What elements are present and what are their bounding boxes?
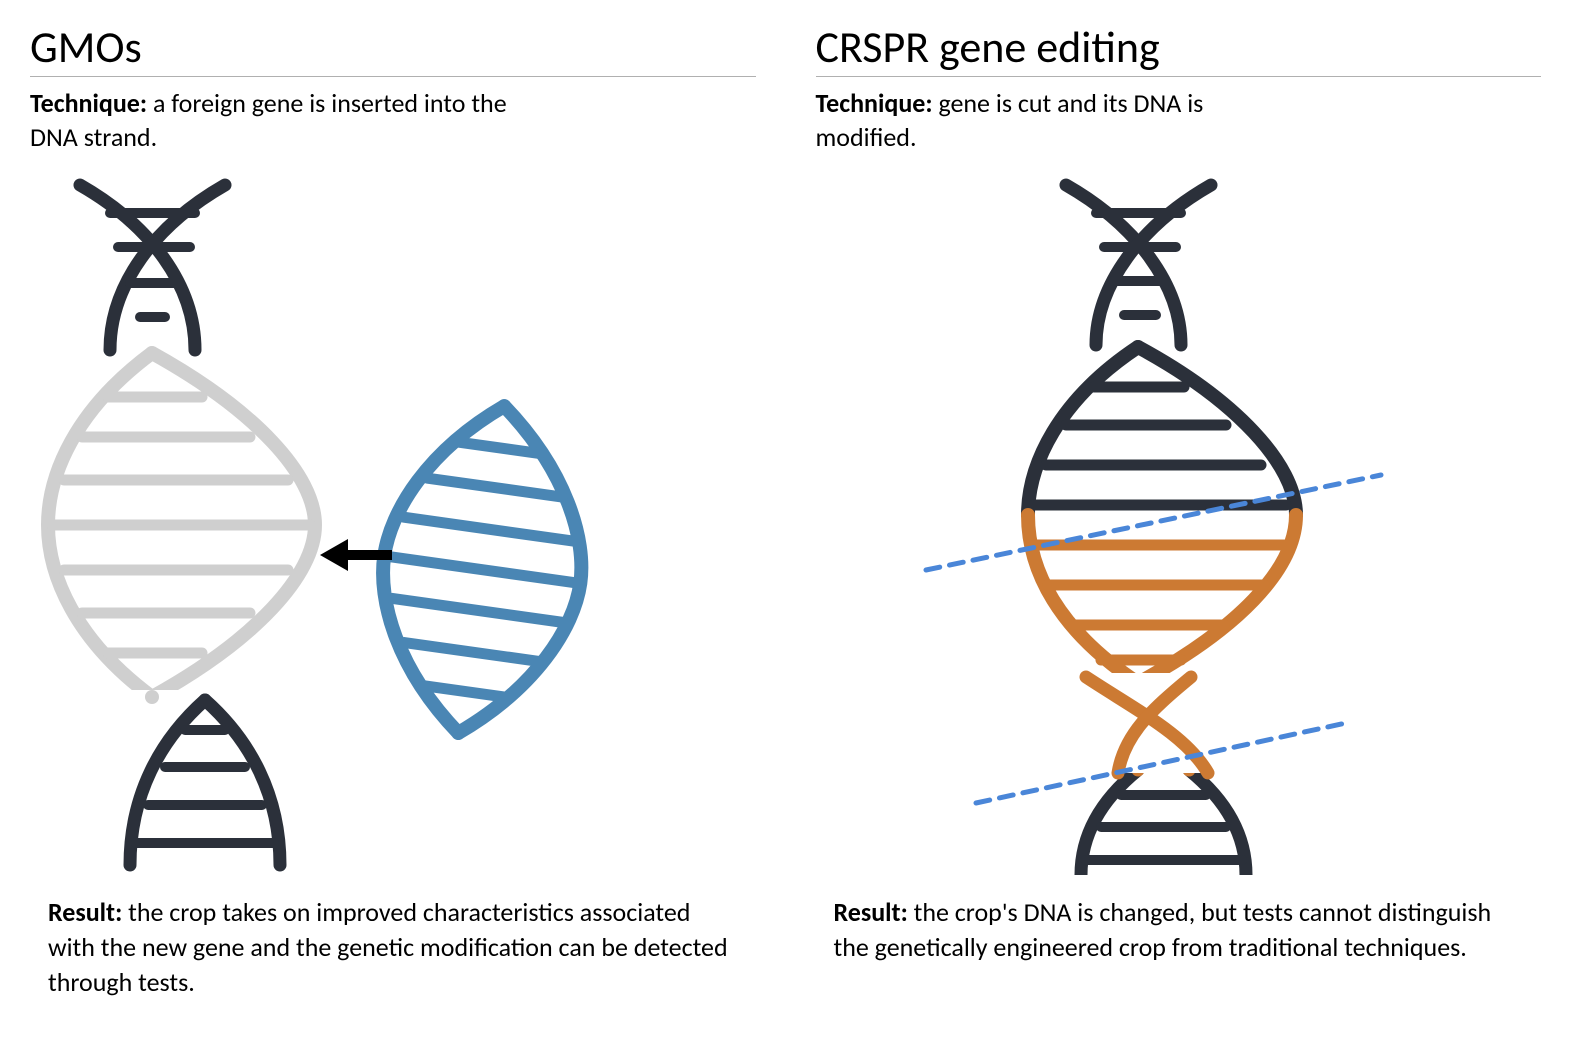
crispr-diagram	[816, 175, 1542, 875]
crispr-result-label: Result:	[834, 896, 908, 928]
gmo-result-text: the crop takes on improved characteristi…	[48, 896, 728, 998]
gmo-result: Result: the crop takes on improved chara…	[48, 895, 728, 1000]
gmo-title: GMOs	[30, 20, 756, 77]
crispr-technique: Technique: gene is cut and its DNA is mo…	[816, 87, 1296, 155]
gmo-technique: Technique: a foreign gene is inserted in…	[30, 87, 510, 155]
gmo-diagram	[30, 175, 756, 875]
crispr-title: CRSPR gene editing	[816, 20, 1542, 77]
gmo-panel: GMOs Technique: a foreign gene is insert…	[30, 20, 756, 1000]
comparison-container: GMOs Technique: a foreign gene is insert…	[30, 20, 1541, 1000]
gmo-result-label: Result:	[48, 896, 122, 928]
crispr-result-text: the crop's DNA is changed, but tests can…	[834, 896, 1492, 963]
crispr-technique-label: Technique:	[816, 87, 933, 119]
crispr-panel: CRSPR gene editing Technique: gene is cu…	[816, 20, 1542, 1000]
crispr-result: Result: the crop's DNA is changed, but t…	[834, 895, 1514, 965]
gmo-dna-icon	[30, 175, 730, 875]
gmo-technique-label: Technique:	[30, 87, 147, 119]
crispr-dna-icon	[816, 175, 1516, 875]
